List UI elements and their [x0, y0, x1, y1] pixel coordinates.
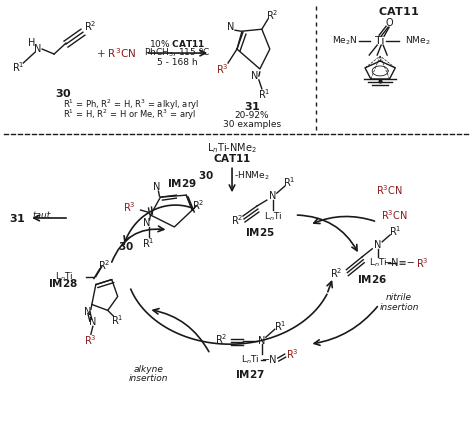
Text: R$^2$: R$^2$ [265, 8, 278, 22]
Text: 30 examples: 30 examples [223, 120, 281, 129]
Text: N: N [84, 307, 91, 317]
Text: R$^3$CN: R$^3$CN [376, 183, 402, 197]
Text: -HNMe$_2$: -HNMe$_2$ [234, 169, 270, 181]
Text: $\mathbf{31}$: $\mathbf{31}$ [244, 100, 260, 112]
Text: $\mathbf{IM25}$: $\mathbf{IM25}$ [245, 226, 275, 238]
Text: R$^2$: R$^2$ [231, 213, 243, 227]
Text: R$^1$ = H, R$^2$ = H or Me, R$^3$ = aryl: R$^1$ = H, R$^2$ = H or Me, R$^3$ = aryl [63, 108, 196, 122]
Text: N: N [258, 336, 265, 346]
Text: L$_n$Ti: L$_n$Ti [264, 211, 282, 223]
Text: taut.: taut. [33, 210, 54, 220]
Text: R$^3$: R$^3$ [416, 256, 428, 270]
Text: NMe$_2$: NMe$_2$ [405, 35, 430, 47]
Text: N: N [153, 182, 160, 192]
Text: O: O [385, 18, 393, 28]
Text: $\mathbf{30}$: $\mathbf{30}$ [118, 240, 134, 252]
Text: $\mathbf{30}$: $\mathbf{30}$ [55, 87, 72, 99]
Text: −N≡−: −N≡− [384, 258, 416, 268]
Text: N: N [89, 317, 97, 327]
Text: N: N [143, 218, 150, 228]
Text: L$_n$Ti: L$_n$Ti [55, 270, 74, 283]
Text: $\mathbf{CAT11}$: $\mathbf{CAT11}$ [379, 5, 419, 17]
Text: 5 - 168 h: 5 - 168 h [157, 59, 198, 68]
Text: insertion: insertion [379, 303, 419, 312]
Text: R$^1$ = Ph, R$^2$ = H, R$^3$ = alkyl, aryl: R$^1$ = Ph, R$^2$ = H, R$^3$ = alkyl, ar… [63, 98, 199, 112]
Text: R$^3$CN: R$^3$CN [381, 208, 408, 222]
Text: $\mathbf{IM27}$: $\mathbf{IM27}$ [235, 368, 265, 380]
Text: $\mathbf{31}$: $\mathbf{31}$ [9, 212, 26, 224]
Text: N: N [374, 240, 382, 250]
Text: $\mathbf{IM28}$: $\mathbf{IM28}$ [48, 276, 78, 289]
Text: R$^2$: R$^2$ [83, 20, 96, 33]
Text: R$^2$: R$^2$ [215, 332, 227, 346]
Text: L$_n$Ti: L$_n$Ti [241, 354, 259, 366]
Text: H: H [27, 38, 35, 48]
Text: alkyne: alkyne [134, 365, 164, 374]
Text: 10% $\mathbf{CAT11}$: 10% $\mathbf{CAT11}$ [149, 38, 206, 49]
Text: Me$_2$N: Me$_2$N [332, 35, 357, 47]
Text: R$^3$: R$^3$ [216, 62, 228, 76]
Text: 20-92%: 20-92% [235, 111, 269, 120]
Text: L$_n$Ti: L$_n$Ti [369, 256, 387, 269]
Text: R$^1$: R$^1$ [111, 313, 124, 327]
Text: L$_n$Ti-NMe$_2$: L$_n$Ti-NMe$_2$ [207, 141, 257, 155]
Text: −N: −N [262, 355, 278, 365]
Text: N: N [228, 22, 235, 32]
Text: R$^1$: R$^1$ [12, 60, 25, 74]
Text: R$^1$: R$^1$ [389, 224, 401, 238]
Text: PhCH$_3$, 115 ºC: PhCH$_3$, 115 ºC [144, 47, 210, 59]
Text: insertion: insertion [129, 375, 168, 384]
Text: $\mathbf{IM29}$: $\mathbf{IM29}$ [167, 177, 197, 189]
Text: N: N [35, 44, 42, 54]
Text: $\mathbf{30}$: $\mathbf{30}$ [198, 169, 214, 181]
Text: R$^2$: R$^2$ [192, 198, 204, 212]
Text: R$^2$: R$^2$ [330, 266, 342, 279]
Text: + R$^3$CN: + R$^3$CN [96, 46, 136, 60]
Text: R$^3$: R$^3$ [286, 347, 299, 361]
Text: Ti: Ti [375, 36, 385, 46]
Text: R$^3$: R$^3$ [123, 200, 136, 214]
Text: R$^3$: R$^3$ [83, 333, 96, 347]
Text: $\mathbf{CAT11}$: $\mathbf{CAT11}$ [213, 152, 251, 164]
Text: N: N [251, 71, 259, 81]
Text: N: N [269, 191, 276, 201]
Text: R$^2$: R$^2$ [98, 258, 110, 272]
Text: R$^1$: R$^1$ [274, 319, 287, 333]
Text: R$^1$: R$^1$ [283, 175, 296, 189]
Text: R$^1$: R$^1$ [257, 87, 270, 101]
Text: R$^1$: R$^1$ [142, 236, 155, 250]
Text: $\mathbf{IM26}$: $\mathbf{IM26}$ [357, 273, 387, 285]
Text: nitrile: nitrile [386, 293, 412, 302]
